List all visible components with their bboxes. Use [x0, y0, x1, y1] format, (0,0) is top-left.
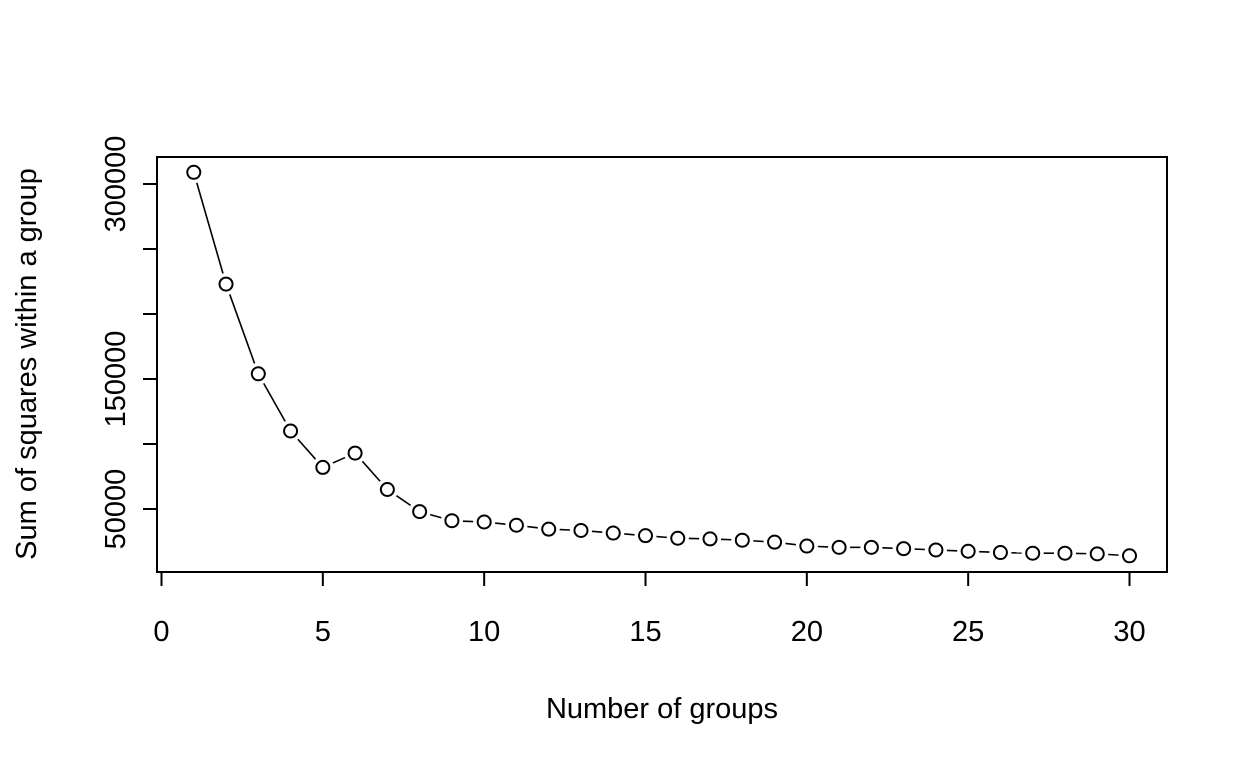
data-point	[896, 541, 912, 557]
data-point	[928, 542, 944, 558]
series-segment	[361, 460, 381, 482]
data-point	[1089, 546, 1105, 562]
data-point	[412, 504, 428, 520]
x-axis: 0 5 10 15 20 25 30	[153, 571, 1146, 648]
data-point	[960, 543, 976, 559]
series-segment	[785, 542, 797, 546]
data-point	[250, 366, 266, 382]
data-point	[638, 528, 653, 544]
data-point	[186, 164, 202, 180]
x-tick-label: 5	[315, 616, 331, 648]
data-point	[508, 517, 524, 533]
y-axis: 50000 150000 300000	[100, 136, 158, 550]
series-points	[186, 164, 1137, 564]
data-point	[1057, 545, 1073, 561]
series-segment	[753, 540, 764, 543]
series-segment	[395, 495, 412, 507]
data-point	[347, 445, 363, 461]
data-point	[379, 482, 395, 497]
data-point	[476, 514, 492, 530]
data-point	[218, 276, 234, 292]
data-point	[1122, 548, 1137, 564]
data-point	[605, 525, 621, 541]
series-segment	[656, 535, 667, 539]
data-point	[283, 423, 299, 439]
series-segment	[297, 438, 317, 460]
data-point	[734, 532, 750, 548]
series-line	[196, 182, 1119, 556]
series-segment	[229, 294, 256, 364]
y-axis-title: Sum of squares within a group	[11, 168, 43, 560]
x-tick-label: 30	[1113, 616, 1145, 648]
series-segment	[263, 382, 286, 422]
y-tick-label: 300000	[100, 136, 132, 233]
x-tick-label: 10	[468, 616, 500, 648]
data-point	[315, 459, 331, 475]
series-segment	[332, 456, 346, 464]
y-tick-label: 50000	[100, 469, 132, 550]
x-tick-label: 15	[629, 616, 661, 648]
y-tick-label: 150000	[100, 331, 132, 428]
x-axis-title: Number of groups	[546, 693, 778, 725]
data-point	[670, 530, 686, 546]
series-segment	[624, 533, 635, 536]
data-point	[541, 521, 557, 537]
data-point	[573, 522, 589, 538]
data-point	[444, 513, 460, 529]
data-point	[1025, 545, 1041, 561]
plot-frame	[156, 156, 1168, 573]
data-point	[799, 538, 815, 554]
data-point	[767, 534, 783, 550]
data-point	[992, 545, 1008, 561]
data-point	[863, 539, 879, 555]
series-segment	[196, 182, 224, 274]
x-tick-label: 0	[153, 616, 169, 648]
x-tick-label: 20	[791, 616, 823, 648]
x-tick-label: 25	[952, 616, 984, 648]
series-segment	[430, 513, 442, 519]
series-segment	[1108, 553, 1119, 556]
data-point	[702, 531, 718, 547]
series-segment	[527, 525, 538, 529]
series-segment	[591, 530, 603, 533]
data-point	[831, 539, 847, 555]
series-segment	[495, 522, 506, 525]
